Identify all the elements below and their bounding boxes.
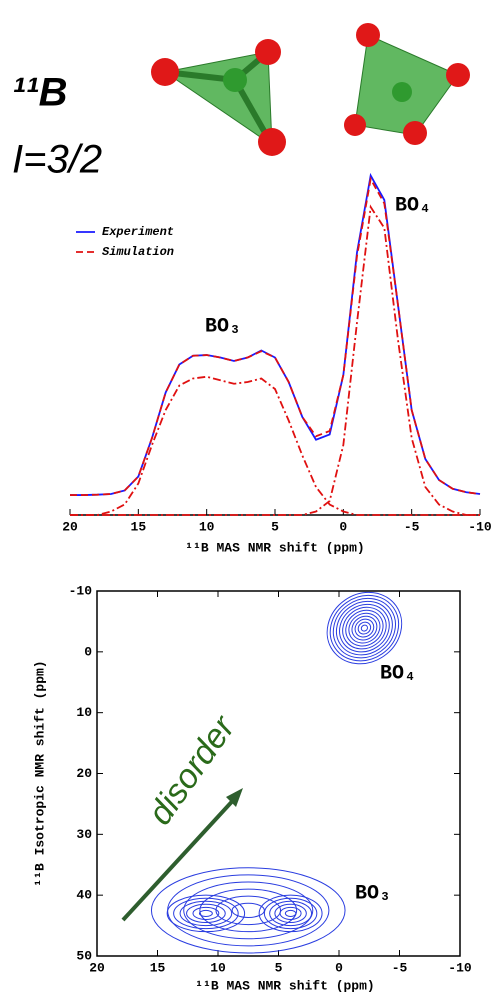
peak-label: BO₄ <box>395 194 431 217</box>
y-tick-label: 0 <box>84 644 92 659</box>
x-axis-label: ¹¹B MAS NMR shift (ppm) <box>195 978 374 993</box>
legend-label: Experiment <box>102 225 174 239</box>
x-tick-label: -10 <box>468 519 492 534</box>
plot-frame <box>96 590 461 957</box>
x-tick-label: 10 <box>210 960 226 975</box>
contour-line <box>284 909 297 917</box>
y-tick-label: 30 <box>76 827 92 842</box>
x-tick-label: -5 <box>404 519 420 534</box>
contour-line <box>279 906 302 921</box>
series-line <box>70 172 481 496</box>
contour-line <box>179 900 233 927</box>
spin-label: I=3/2 <box>12 138 102 182</box>
contour-line <box>326 591 403 665</box>
contour-line <box>339 603 390 653</box>
peak-label: BO₃ <box>355 882 391 905</box>
contour-line <box>329 594 400 662</box>
x-tick-label: 15 <box>131 519 147 534</box>
contour-line <box>274 903 307 924</box>
contour-line <box>198 909 213 917</box>
y-tick-label: 50 <box>76 948 92 963</box>
contour-line <box>167 874 330 947</box>
x-tick-label: 20 <box>62 519 78 534</box>
y-tick-label: -10 <box>69 583 93 598</box>
contour-line <box>183 881 314 940</box>
contour-line <box>263 897 318 930</box>
contour-line <box>354 618 375 638</box>
contour-line <box>186 903 226 924</box>
contour-line <box>345 609 384 647</box>
contour-line <box>351 615 378 641</box>
peak-label: BO₄ <box>380 662 416 685</box>
contour-line <box>192 906 220 921</box>
contour-line <box>199 888 298 933</box>
y-axis-label: ¹¹B Isotropic NMR shift (ppm) <box>32 660 47 886</box>
contour-line <box>269 900 313 927</box>
x-axis-label: ¹¹B MAS NMR shift (ppm) <box>185 540 364 555</box>
x-tick-label: 10 <box>199 519 215 534</box>
contour-line <box>215 895 282 926</box>
contour-line <box>357 621 372 635</box>
series-line <box>70 204 480 516</box>
x-tick-label: 5 <box>275 960 283 975</box>
bo4-molecule <box>344 23 470 145</box>
contour-line <box>332 597 396 659</box>
x-tick-label: 5 <box>271 519 279 534</box>
legend-label: Simulation <box>102 245 174 259</box>
series-line <box>70 176 481 496</box>
x-tick-label: -10 <box>448 960 472 975</box>
y-tick-label: 10 <box>76 705 92 720</box>
peak-label: BO₃ <box>205 315 241 338</box>
x-tick-label: 15 <box>150 960 166 975</box>
contour-line <box>360 624 369 632</box>
contour-line <box>166 894 246 933</box>
y-tick-label: 20 <box>76 766 92 781</box>
x-tick-label: 0 <box>339 519 347 534</box>
disorder-arrow <box>121 788 243 922</box>
series-line <box>70 375 480 516</box>
x-tick-label: 20 <box>89 960 105 975</box>
contour-line <box>342 606 387 650</box>
contour-line <box>173 897 239 930</box>
contour-line <box>150 867 346 954</box>
nucleus-label: ¹¹B <box>12 71 68 115</box>
trend-label: disorder <box>141 708 244 832</box>
bo3-molecule <box>151 39 286 156</box>
contour-line <box>258 894 323 933</box>
contour-line <box>348 612 381 644</box>
x-tick-label: 0 <box>335 960 343 975</box>
y-tick-label: 40 <box>76 888 92 903</box>
contour-line <box>335 600 393 656</box>
x-tick-label: -5 <box>392 960 408 975</box>
